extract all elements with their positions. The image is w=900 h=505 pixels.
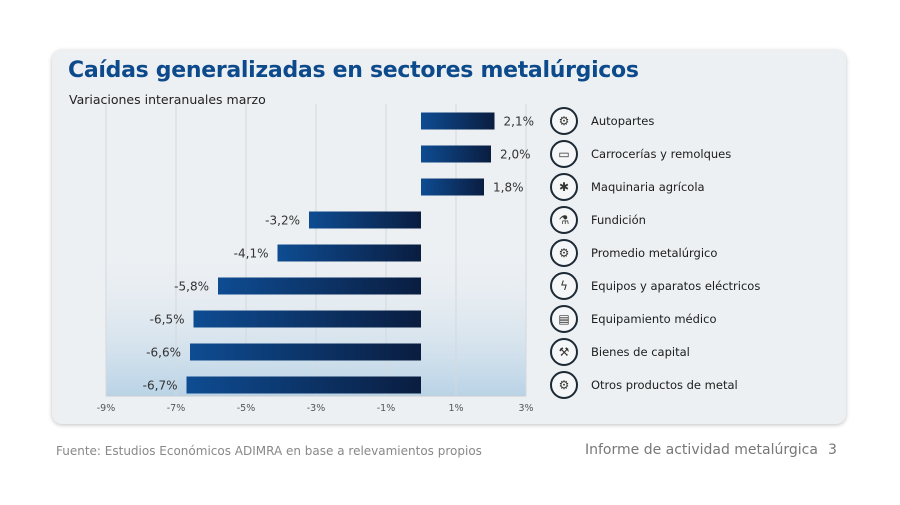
data-label: -6,7% [143,379,178,393]
bar [277,244,421,262]
data-label: -6,6% [146,346,181,360]
x-tick-label: -5% [237,403,256,414]
legend-label: Bienes de capital [591,345,690,359]
legend-label: Equipos y aparatos eléctricos [591,279,761,293]
electrical-icon: ϟ [550,272,578,300]
bar [421,178,484,196]
data-label: 1,8% [493,181,524,195]
legend-item: ✱ Maquinaria agrícola [550,173,705,201]
x-tick-label: -3% [307,403,326,414]
source-note: Fuente: Estudios Económicos ADIMRA en ba… [56,444,482,458]
data-label: 2,1% [504,115,535,129]
legend-item: ▭ Carrocerías y remolques [550,140,731,168]
car-parts-icon: ⚙ [550,107,578,135]
legend-item: ϟ Equipos y aparatos eléctricos [550,272,760,300]
data-label: -4,1% [234,247,269,261]
data-label: -5,8% [174,280,209,294]
legend-item: ⚙ Autopartes [550,107,654,135]
page-number: 3 [827,442,837,458]
robot-arm-icon: ⚒ [550,338,578,366]
data-label: -3,2% [265,214,300,228]
report-title: Informe de actividad metalúrgica [585,442,818,458]
gears-icon: ⚙ [550,371,578,399]
legend-label: Equipamiento médico [591,312,717,326]
foundry-icon: ⚗ [550,206,578,234]
x-tick-label: 1% [448,403,463,414]
x-tick-label: -9% [97,403,116,414]
legend-label: Carrocerías y remolques [591,147,732,161]
bar [309,211,421,229]
legend-item: ⚗ Fundición [550,206,646,234]
legend-item: ⚙ Promedio metalúrgico [550,239,717,267]
legend-item: ⚙ Otros productos de metal [550,371,738,399]
x-tick-label: 3% [518,403,533,414]
legend-label: Promedio metalúrgico [591,246,718,260]
bar [186,376,421,394]
x-tick-label: -1% [377,403,396,414]
legend-label: Fundición [591,213,646,227]
legend-label: Maquinaria agrícola [591,180,705,194]
chart-subtitle: Variaciones interanuales marzo [69,92,266,107]
chart-title: Caídas generalizadas en sectores metalúr… [68,58,639,83]
x-tick-label: -7% [167,403,186,414]
bar [190,343,421,361]
tractor-icon: ✱ [550,173,578,201]
bar [193,310,421,328]
report-footer: Informe de actividad metalúrgica 3 [585,442,837,458]
data-label: -6,5% [150,313,185,327]
legend-label: Otros productos de metal [591,378,738,392]
bar [421,112,495,130]
bar [421,145,491,163]
gears-icon: ⚙ [550,239,578,267]
legend-label: Autopartes [591,114,655,128]
bar [218,277,421,295]
medical-monitor-icon: ▤ [550,305,578,333]
legend-item: ⚒ Bienes de capital [550,338,690,366]
trailer-icon: ▭ [550,140,578,168]
legend-item: ▤ Equipamiento médico [550,305,717,333]
data-label: 2,0% [500,148,531,162]
